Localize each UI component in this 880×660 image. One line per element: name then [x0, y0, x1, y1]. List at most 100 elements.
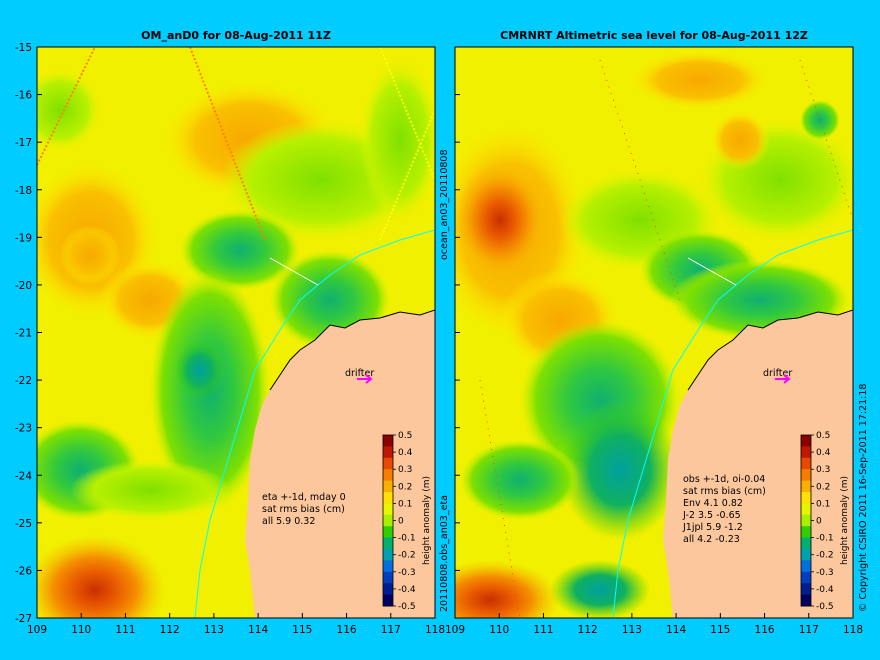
left-y-tick-label: -27	[15, 613, 32, 625]
colorbar-swatch	[383, 469, 393, 482]
colorbar-label: height anomaly (m)	[422, 476, 432, 565]
left-y-tick-label: -22	[15, 375, 32, 387]
colorbar-swatch	[801, 583, 811, 596]
left-stats-line-3: all 5.9 0.32	[262, 516, 315, 527]
copyright-label: © Copyright CSIRO 2011 16-Sep-2011 17:21…	[858, 384, 869, 612]
middle-top-label: ocean_an03_20110808	[439, 149, 450, 260]
colorbar-swatch	[383, 549, 393, 561]
left-x-tick-label: 109	[27, 624, 47, 636]
right-x-tick-label: 110	[489, 624, 509, 636]
right-heatmap	[455, 47, 853, 618]
left-y-tick-label: -18	[15, 185, 32, 197]
colorbar-swatch	[801, 537, 811, 550]
left-x-tick-label: 117	[381, 624, 401, 636]
right-stats-line-5: J1jpl 5.9 -1.2	[682, 522, 743, 533]
left-drifter-arrow	[357, 374, 373, 384]
colorbar-swatch	[801, 549, 811, 561]
colorbar-tick-label: 0.1	[398, 499, 412, 509]
left-panel: OM_anD0 for 08-Aug-2011 11Z	[15, 29, 445, 636]
colorbar-swatch	[383, 571, 393, 584]
colorbar-swatch	[383, 514, 393, 527]
left-y-tick-label: -16	[15, 90, 32, 102]
colorbar-swatch	[383, 526, 393, 539]
right-stats-line-1: obs +-1d, oi-0.04	[683, 474, 765, 485]
right-panel: CMRNRT Altimetric sea level for 08-Aug-2…	[445, 29, 863, 636]
right-x-tick-label: 117	[799, 624, 819, 636]
colorbar-tick-label: 0.4	[816, 448, 831, 458]
left-x-tick-label: 114	[248, 624, 268, 636]
colorbar-tick-label: -0.5	[398, 602, 416, 612]
middle-bottom-label: 20110808.obs_an03_eta	[439, 495, 450, 612]
left-drifter-label: drifter	[345, 368, 374, 379]
left-x-tick-label: 112	[160, 624, 180, 636]
colorbar-tick-label: -0.3	[816, 568, 834, 578]
colorbar-tick-label: -0.2	[816, 551, 834, 561]
colorbar-swatch	[383, 560, 393, 573]
left-y-tick-label: -24	[15, 470, 32, 482]
colorbar-swatch	[383, 594, 393, 607]
left-x-tick-label: 113	[204, 624, 224, 636]
colorbar-tick-label: -0.4	[816, 585, 834, 595]
colorbar-tick-label: 0.5	[816, 431, 830, 441]
colorbar-swatch	[801, 571, 811, 584]
colorbar-swatch	[801, 457, 811, 470]
colorbar-tick-label: 0	[816, 517, 822, 527]
right-x-tick-label: 109	[445, 624, 465, 636]
colorbar-tick-label: 0.5	[398, 431, 412, 441]
colorbar-swatch	[383, 480, 393, 493]
colorbar-tick-label: -0.3	[398, 568, 416, 578]
colorbar-label: height anomaly (m)	[840, 476, 850, 565]
colorbar-tick-label: -0.1	[816, 534, 834, 544]
left-y-tick-label: -20	[15, 280, 32, 292]
right-x-tick-label: 116	[755, 624, 775, 636]
colorbar-swatch	[801, 480, 811, 493]
colorbar-swatch	[383, 492, 393, 504]
colorbar-swatch	[801, 435, 811, 447]
colorbar-tick-label: -0.2	[398, 551, 416, 561]
left-y-tick-label: -25	[15, 518, 32, 530]
left-panel-title: OM_anD0 for 08-Aug-2011 11Z	[141, 29, 331, 42]
colorbar-swatch	[383, 435, 393, 447]
right-x-tick-label: 114	[666, 624, 686, 636]
right-stats-line-3: Env 4.1 0.82	[683, 498, 743, 509]
right-stats-line-6: all 4.2 -0.23	[683, 534, 740, 545]
colorbar-tick-label: 0.1	[816, 499, 830, 509]
left-y-tick-label: -26	[15, 565, 32, 577]
left-stats-line-2: sat rms bias (cm)	[262, 504, 345, 515]
colorbar-swatch	[383, 457, 393, 470]
right-drifter-arrow	[775, 374, 791, 384]
left-y-tick-label: -19	[15, 232, 32, 244]
left-x-tick-label: 110	[71, 624, 91, 636]
left-y-tick-label: -23	[15, 423, 32, 435]
left-x-tick-label: 111	[115, 624, 135, 636]
colorbar-swatch	[383, 446, 393, 459]
right-x-tick-label: 113	[622, 624, 642, 636]
right-drifter-label: drifter	[763, 368, 792, 379]
colorbar-tick-label: 0.2	[398, 482, 412, 492]
left-y-tick-label: -21	[15, 328, 32, 340]
left-y-tick-label: -17	[15, 137, 32, 149]
left-heatmap	[37, 47, 435, 618]
colorbar-swatch	[383, 537, 393, 550]
left-x-tick-label: 118	[425, 624, 445, 636]
colorbar-tick-label: 0.3	[398, 465, 412, 475]
colorbar-swatch	[801, 526, 811, 539]
colorbar-tick-label: 0.4	[398, 448, 413, 458]
colorbar-tick-label: 0.2	[816, 482, 830, 492]
left-stats-line-1: eta +-1d, mday 0	[262, 492, 346, 503]
right-stats-line-4: J-2 3.5 -0.65	[682, 510, 741, 521]
right-panel-title: CMRNRT Altimetric sea level for 08-Aug-2…	[500, 29, 808, 42]
right-x-tick-label: 111	[533, 624, 553, 636]
left-x-tick-label: 116	[337, 624, 357, 636]
colorbar-tick-label: 0.3	[816, 465, 830, 475]
right-x-tick-label: 115	[710, 624, 730, 636]
colorbar-swatch	[801, 514, 811, 527]
colorbar-swatch	[801, 469, 811, 482]
right-x-tick-label: 112	[578, 624, 598, 636]
colorbar-swatch	[801, 503, 811, 516]
left-y-tick-label: -15	[15, 42, 32, 54]
colorbar-tick-label: -0.5	[816, 602, 834, 612]
colorbar-swatch	[801, 446, 811, 459]
colorbar-swatch	[801, 560, 811, 573]
